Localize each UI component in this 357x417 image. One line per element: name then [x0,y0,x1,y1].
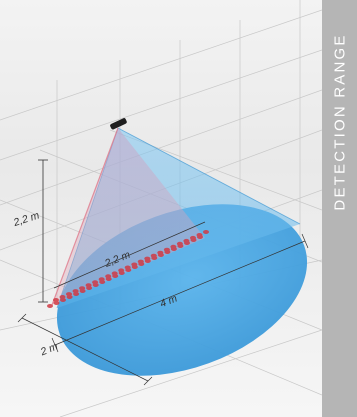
detection-dot [118,268,125,273]
inner-beam [52,128,205,305]
detection-range-diagram: 2,2 m 2,2 m 4 m 2 m [0,0,322,417]
detection-dot [170,244,177,249]
detection-dot [150,253,157,258]
height-label: 2,2 m [11,209,41,229]
depth-label: 2 m [38,340,60,358]
detection-dot [72,289,79,294]
detection-dot [85,283,92,288]
detection-dot [163,247,170,252]
depth-dimension [17,313,153,386]
detection-dot [157,250,164,255]
diagram-canvas: 2,2 m 2,2 m 4 m 2 m [0,0,322,417]
detection-dot [137,259,144,264]
detection-dot [53,301,60,305]
detection-dot [196,233,203,237]
detection-dot [98,277,105,282]
detection-dot [105,274,112,279]
cone-edge-right [117,127,301,225]
row-length-dimension [53,221,206,289]
detection-dot [144,256,151,261]
detection-dot [73,292,80,296]
height-dimension [38,159,48,303]
detection-dot [60,298,66,302]
sensor-device [110,118,127,130]
detection-dot [66,292,72,297]
detection-dot [203,230,209,234]
detection-dot [92,280,99,285]
detection-dot [111,271,118,276]
detection-dot [53,298,59,302]
diameter-dimension [51,233,309,353]
detection-dot [47,304,53,308]
detection-dot [190,235,196,240]
detection-dot [59,295,66,299]
detection-dot [124,265,131,270]
detection-dots [47,230,209,308]
detection-dot [131,262,138,267]
detection-dot [176,241,183,246]
inner-beam-edge [51,127,119,306]
detection-dot [79,286,86,291]
side-bar-title: DETECTION RANGE [331,33,348,211]
detection-dot [183,238,190,243]
side-bar: DETECTION RANGE [322,0,357,417]
